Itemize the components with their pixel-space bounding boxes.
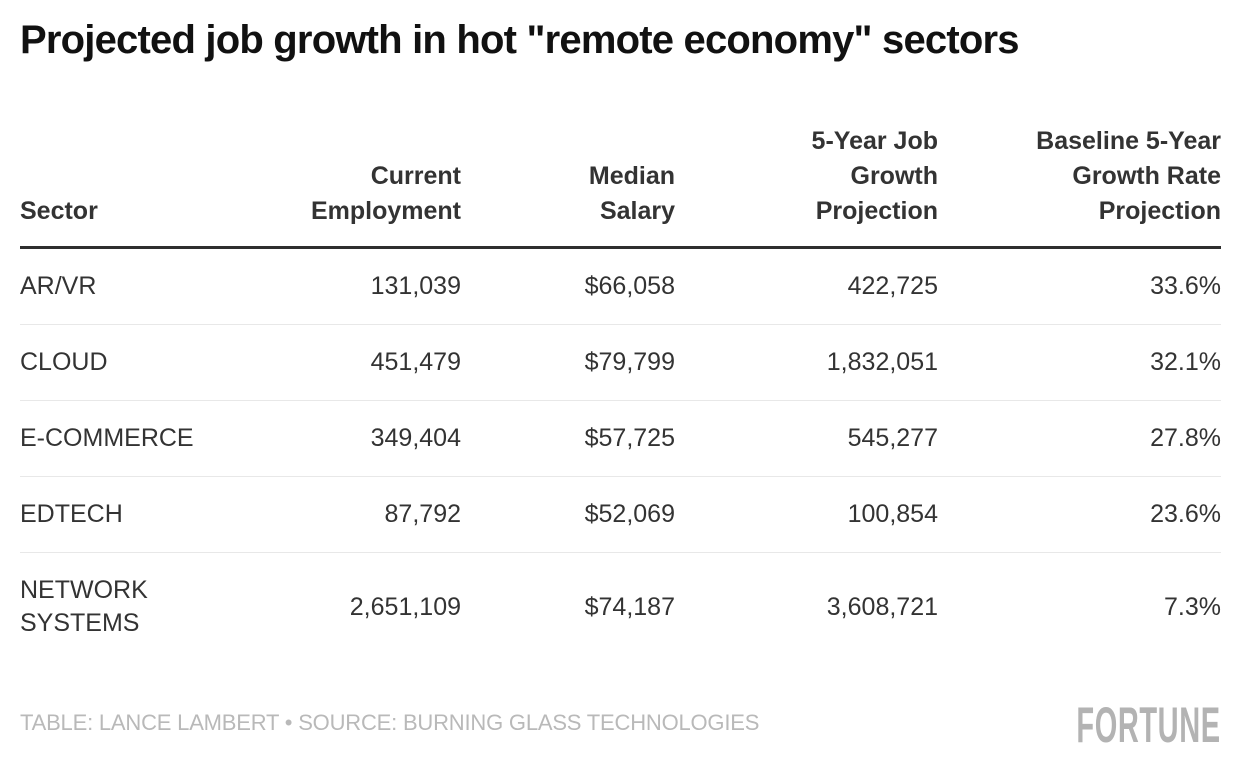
header-line: Baseline 5-Year	[1036, 127, 1221, 155]
cell-current-employment: 349,404	[240, 400, 461, 477]
data-table: Sector Current Employment Median Salary …	[20, 124, 1221, 661]
cell-median-salary: $74,187	[584, 592, 675, 621]
cell-job-growth-projection: 422,725	[675, 247, 938, 325]
cell-current-employment: 2,651,109	[349, 592, 461, 621]
chart-footer: TABLE: LANCE LAMBERT • SOURCE: BURNING G…	[20, 697, 1221, 753]
table-row: AR/VR 131,039 $66,058 422,725 33.6%	[20, 247, 1221, 325]
column-header-current-employment: Current Employment	[240, 124, 461, 249]
header-line: Projection	[1098, 197, 1221, 225]
cell-job-growth-projection: 545,277	[675, 400, 938, 477]
chart-title: Projected job growth in hot "remote econ…	[20, 18, 1020, 62]
cell-sector: AR/VR	[20, 247, 240, 325]
header-line: Current	[370, 162, 461, 190]
cell-median-salary: $79,799	[461, 324, 675, 401]
table-row: E-COMMERCE 349,404 $57,725 545,277 27.8%	[20, 400, 1221, 477]
cell-growth-rate-projection: 33.6%	[938, 247, 1221, 325]
column-header-baseline-5-year-growth-rate-projection: Baseline 5-Year Growth Rate Projection	[938, 124, 1221, 249]
header-line: Employment	[310, 197, 461, 225]
column-header-sector: Sector	[20, 124, 240, 249]
cell-sector: NETWORK SYSTEMS	[20, 576, 148, 637]
column-header-median-salary: Median Salary	[461, 124, 675, 249]
header-line: Salary	[599, 197, 675, 225]
table-row: NETWORK SYSTEMS 2,651,109 $74,187 3,608,…	[20, 553, 1221, 662]
cell-current-employment: 131,039	[240, 247, 461, 325]
table-row: CLOUD 451,479 $79,799 1,832,051 32.1%	[20, 324, 1221, 401]
cell-sector: E-COMMERCE	[20, 400, 240, 477]
header-line: Growth	[850, 162, 939, 190]
column-header-5-year-job-growth-projection: 5-Year Job Growth Projection	[675, 124, 939, 249]
cell-growth-rate-projection: 32.1%	[938, 324, 1221, 401]
header-line: Growth Rate	[1072, 162, 1221, 190]
cell-median-salary: $57,725	[461, 400, 675, 477]
cell-sector: CLOUD	[20, 324, 240, 401]
fortune-logo: FORTUNE	[1076, 697, 1221, 753]
cell-job-growth-projection: 1,832,051	[675, 324, 938, 401]
cell-median-salary: $66,058	[461, 247, 675, 325]
cell-job-growth-projection: 100,854	[675, 476, 938, 553]
header-line: Median	[588, 162, 675, 190]
cell-current-employment: 87,792	[240, 476, 461, 553]
header-line: Sector	[20, 197, 98, 225]
cell-growth-rate-projection: 23.6%	[938, 476, 1221, 553]
table-row: EDTECH 87,792 $52,069 100,854 23.6%	[20, 476, 1221, 553]
cell-growth-rate-projection: 7.3%	[1164, 592, 1221, 621]
cell-current-employment: 451,479	[240, 324, 461, 401]
cell-job-growth-projection: 3,608,721	[826, 592, 938, 621]
cell-sector: EDTECH	[20, 476, 240, 553]
credit-line: TABLE: LANCE LAMBERT • SOURCE: BURNING G…	[20, 710, 760, 735]
header-line: 5-Year Job	[811, 127, 938, 155]
header-line: Projection	[815, 197, 938, 225]
cell-median-salary: $52,069	[461, 476, 675, 553]
cell-growth-rate-projection: 27.8%	[938, 400, 1221, 477]
header-row: Sector Current Employment Median Salary …	[20, 124, 1221, 249]
